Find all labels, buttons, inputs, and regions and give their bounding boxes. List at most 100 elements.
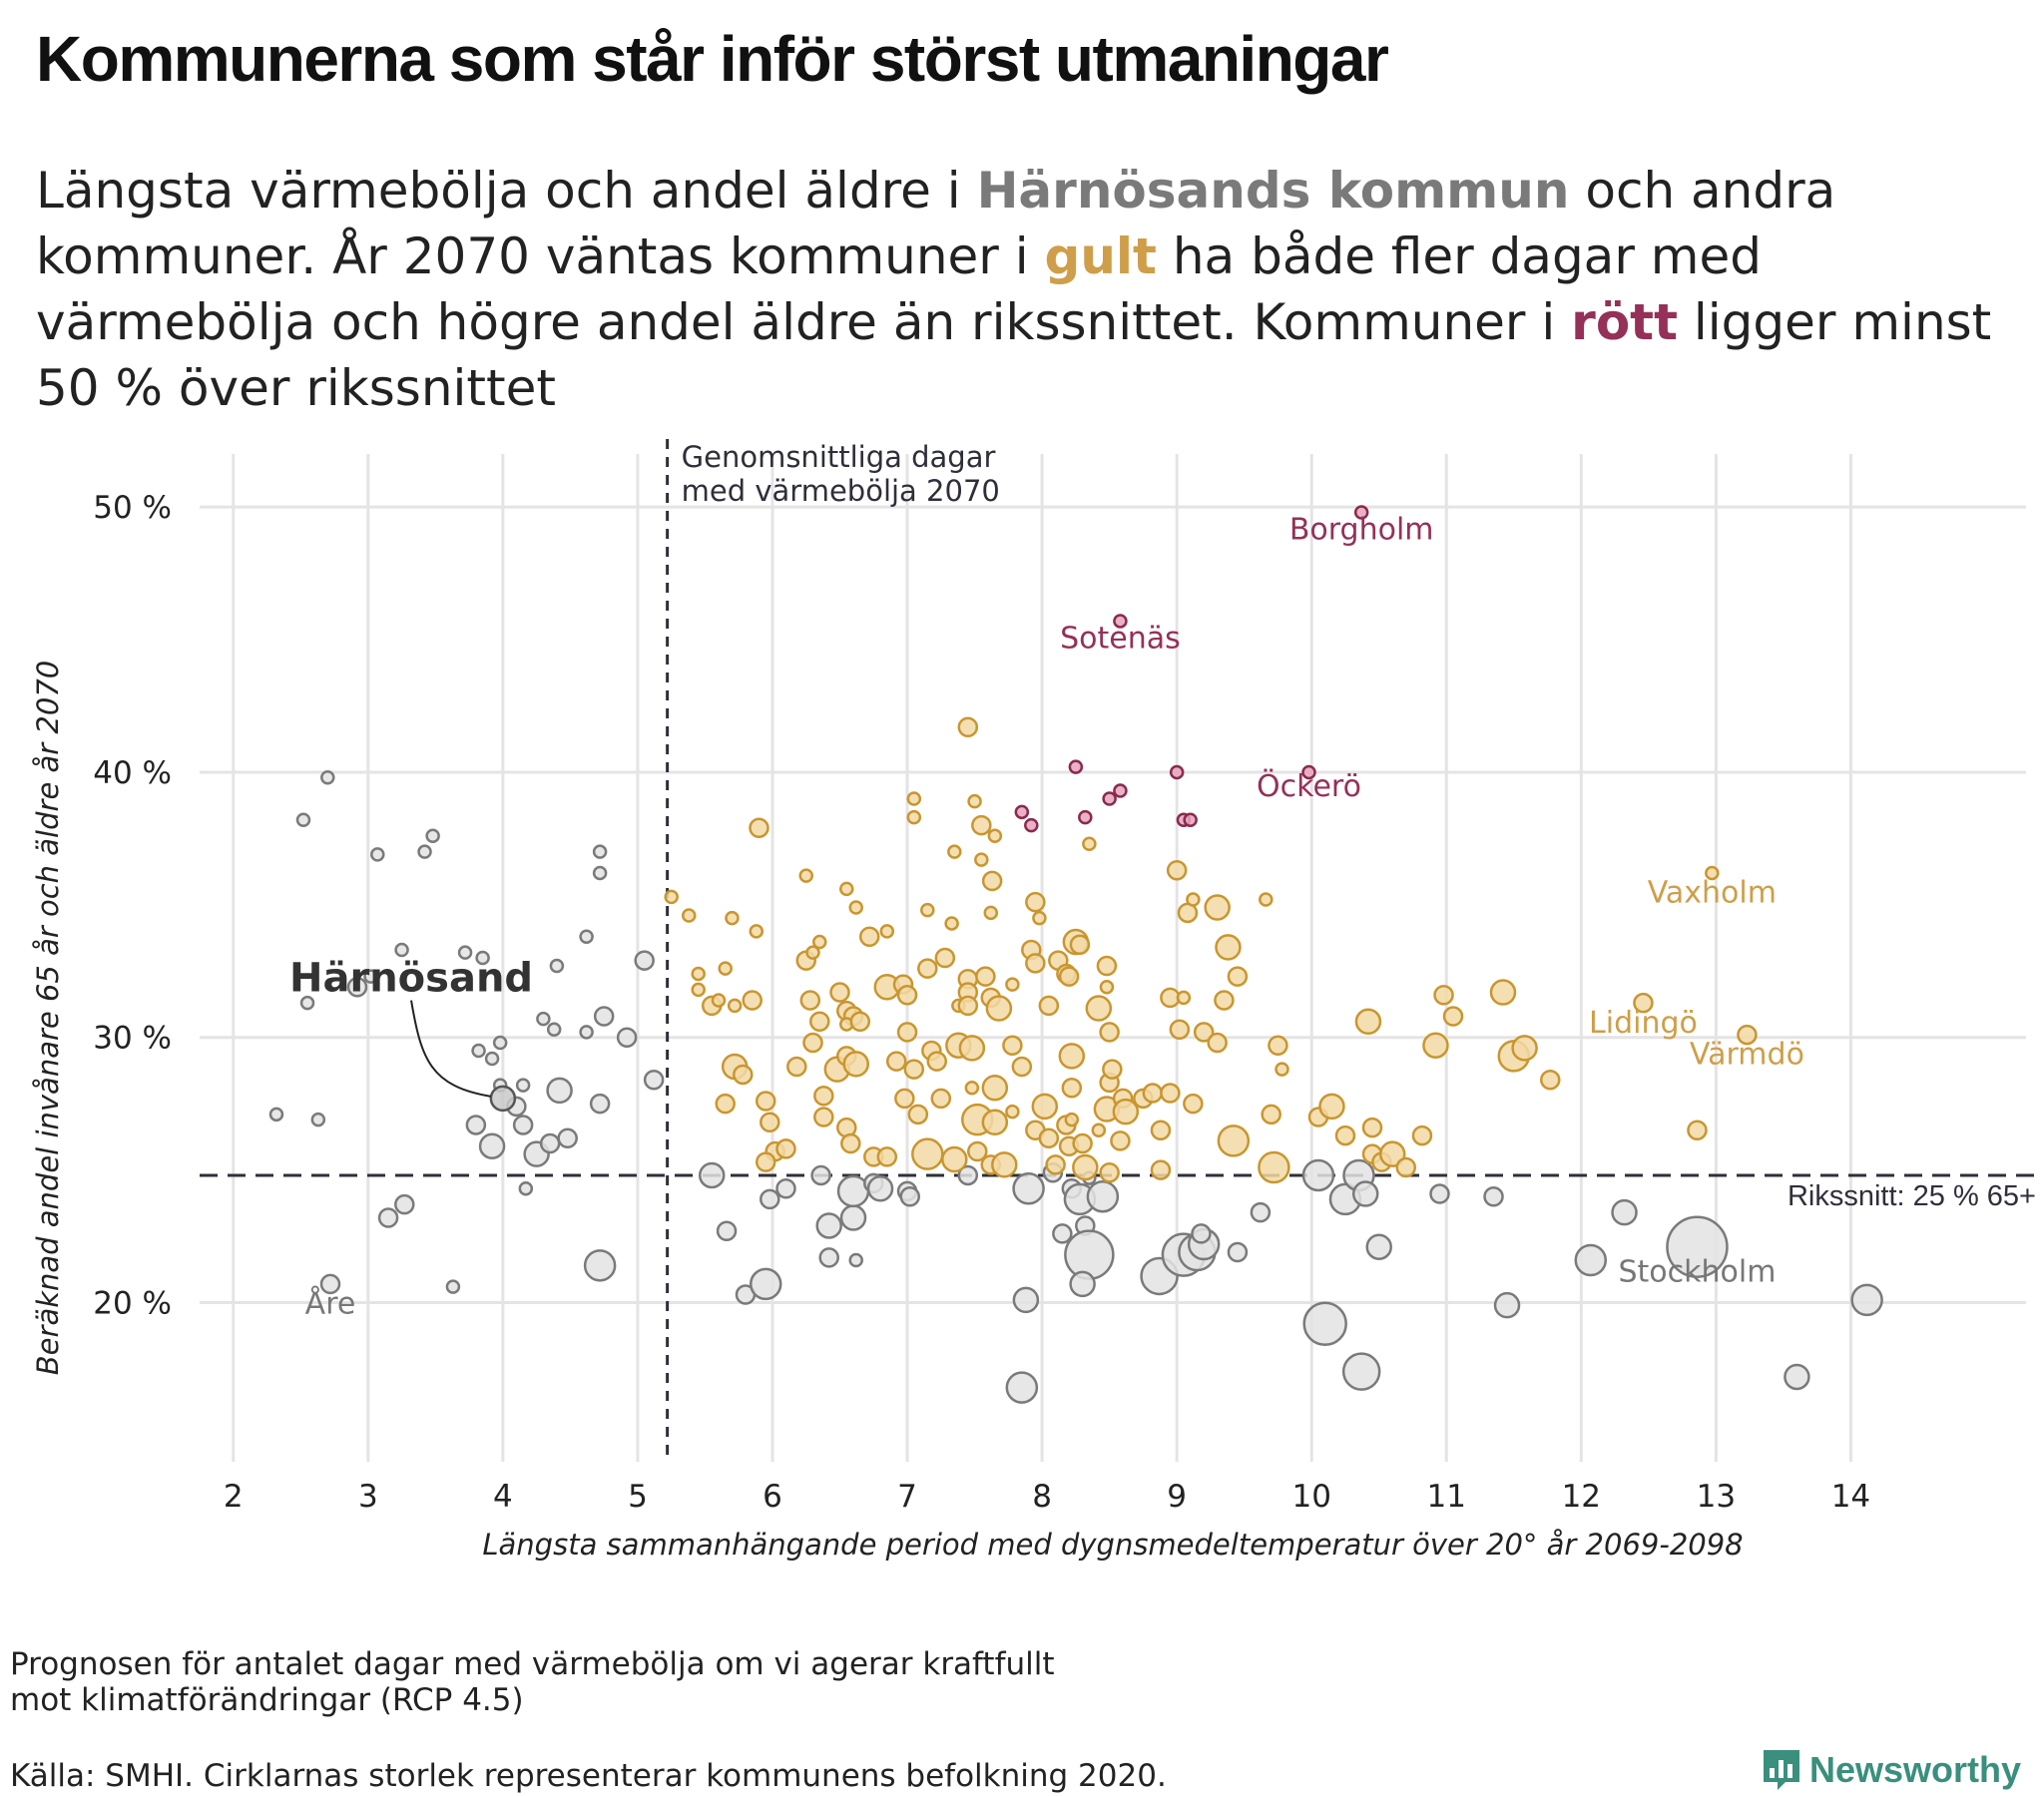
logo-text: Newsworthy [1809, 1749, 2022, 1790]
data-point-grey [295, 812, 311, 828]
data-point-grey [268, 1107, 284, 1122]
data-point-gold [1261, 1104, 1281, 1125]
data-point-grey [512, 1115, 534, 1135]
data-point-grey [1012, 1286, 1040, 1314]
data-point-gold [1215, 934, 1242, 961]
data-point-grey [1227, 1241, 1249, 1263]
average-days-label-line-2: med värmebölja 2070 [682, 474, 1000, 508]
x-tick-label: 8 [1032, 1479, 1052, 1515]
data-point-grey [478, 1132, 506, 1159]
data-point-grey [1666, 1215, 1729, 1278]
data-point-gold [1112, 1098, 1140, 1125]
data-point-grey [299, 995, 315, 1011]
data-point-gold [1058, 1043, 1086, 1070]
x-tick-label: 10 [1291, 1479, 1330, 1515]
data-point-gold [715, 1093, 736, 1115]
data-point-gold [1099, 1162, 1120, 1183]
data-point-gold [894, 1088, 915, 1110]
data-point-gold [1099, 979, 1115, 995]
data-point-gold [1096, 955, 1118, 977]
data-point-grey [471, 1043, 486, 1059]
x-tick-label: 6 [763, 1479, 782, 1515]
data-point-gold [1489, 979, 1517, 1006]
data-point-gold [983, 905, 999, 921]
data-point-gold [1186, 892, 1201, 907]
data-point-gold [1072, 1132, 1093, 1154]
data-point-grey [320, 770, 335, 785]
data-point-grey [518, 1180, 534, 1196]
data-point-gold [711, 993, 727, 1008]
data-point-grey [593, 1006, 615, 1027]
data-point-gold [691, 966, 706, 982]
data-point-gold [1045, 1154, 1066, 1175]
data-point-gold [981, 870, 1003, 892]
x-tick-label: 12 [1562, 1479, 1601, 1515]
data-point-grey [866, 1174, 894, 1202]
data-point-gold [947, 844, 962, 859]
data-point-gold [1005, 1104, 1020, 1120]
data-point-gold [786, 1056, 807, 1078]
data-point-grey [1052, 1223, 1073, 1244]
data-point-gold [1411, 1124, 1433, 1146]
data-point-grey [310, 1112, 326, 1127]
data-point-grey [475, 950, 490, 966]
data-point-red [1183, 812, 1198, 828]
data-point-gold [991, 1151, 1018, 1178]
data-point-gold [957, 995, 979, 1017]
data-point-gold [1160, 1083, 1181, 1104]
data-point-grey [698, 1161, 726, 1189]
data-point-gold [1633, 992, 1654, 1014]
data-point-grey [1064, 1229, 1115, 1280]
data-point-gold [1395, 1156, 1416, 1178]
x-tick-label: 7 [897, 1479, 917, 1515]
footnote-line-2: mot klimatförändringar (RCP 4.5) [10, 1682, 524, 1718]
data-point-red [1014, 804, 1030, 820]
data-point-gold [1005, 977, 1020, 992]
data-point-gold [1176, 990, 1192, 1006]
data-point-gold [885, 1051, 907, 1072]
data-point-gold [975, 966, 996, 987]
point-label: Öckerö [1257, 768, 1361, 804]
data-points [268, 505, 1883, 1404]
x-tick-label: 11 [1427, 1479, 1466, 1515]
data-point-gold [1099, 1022, 1120, 1043]
data-point-gold [813, 1107, 834, 1127]
y-tick-label: 30 % [93, 1021, 172, 1057]
data-point-gold [1069, 934, 1091, 955]
data-point-gold [727, 998, 743, 1014]
data-point-grey [643, 1070, 665, 1091]
data-point-grey [465, 1115, 487, 1135]
data-point-gold [1433, 984, 1454, 1006]
data-point-gold [1142, 1083, 1164, 1104]
data-point-grey [425, 828, 440, 843]
data-point-gold [1737, 1024, 1758, 1046]
data-point-grey [539, 1132, 561, 1154]
data-point-gold [1540, 1070, 1561, 1091]
data-point-grey [536, 1011, 551, 1027]
data-point-gold [1361, 1117, 1383, 1138]
data-point-gold [760, 1112, 780, 1133]
y-axis-label: Beräknad andel invånare 65 år och äldre … [31, 661, 65, 1375]
data-point-grey [546, 1022, 562, 1038]
x-axis-label: Längsta sammanhängande period med dygnsm… [482, 1528, 1743, 1562]
data-point-red [1078, 809, 1093, 825]
data-point-grey [592, 865, 608, 881]
data-point-grey [839, 1204, 867, 1231]
point-label: Värmdö [1690, 1038, 1804, 1073]
data-point-gold [749, 924, 765, 939]
subtitle-highlight-gold: gult [1044, 227, 1157, 285]
data-point-gold [805, 945, 820, 960]
data-point-red [1068, 759, 1084, 774]
data-point-gold [1511, 1035, 1538, 1062]
chart-title: Kommunerna som står inför störst utmanin… [36, 23, 1389, 95]
data-point-grey [1483, 1185, 1504, 1207]
data-point-gold [941, 1145, 968, 1173]
data-point-gold [1061, 1077, 1083, 1099]
data-point-grey [1250, 1201, 1272, 1223]
data-point-gold [903, 1059, 925, 1080]
data-point-gold [1705, 865, 1720, 881]
data-point-gold [1259, 892, 1274, 907]
data-point-gold [839, 881, 854, 897]
x-tick-label: 14 [1831, 1479, 1870, 1515]
data-point-red [1113, 614, 1128, 629]
